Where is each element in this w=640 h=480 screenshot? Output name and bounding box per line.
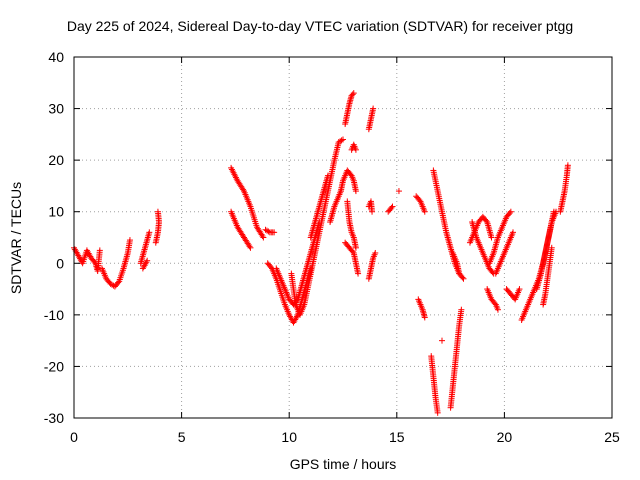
data-point <box>370 105 377 112</box>
plot-frame <box>73 56 613 419</box>
data-point <box>271 229 278 236</box>
x-tick-label: 15 <box>389 429 405 445</box>
data-marks <box>71 90 571 416</box>
data-point <box>438 337 445 344</box>
data-point <box>459 274 466 281</box>
y-tick-label: 10 <box>48 204 64 220</box>
data-point <box>352 188 359 195</box>
data-point <box>564 162 571 169</box>
data-point <box>516 286 523 293</box>
data-point <box>355 270 362 277</box>
data-point <box>350 90 357 97</box>
y-tick-label: 0 <box>56 255 64 271</box>
data-point <box>247 244 254 251</box>
y-tick-label: -30 <box>44 410 64 426</box>
x-tick-label: 10 <box>281 429 297 445</box>
data-point <box>491 300 498 307</box>
data-point <box>395 188 402 195</box>
data-point <box>146 229 153 236</box>
x-tick-label: 0 <box>70 429 78 445</box>
data-point <box>260 234 267 241</box>
y-tick-label: -20 <box>44 358 64 374</box>
data-point <box>460 275 467 282</box>
data-point <box>96 247 103 254</box>
data-point <box>494 306 501 313</box>
data-point <box>488 234 495 241</box>
data-point <box>421 208 428 215</box>
axis-ticks: 0 5 10 15 20 25 -30 -20 -10 0 10 20 30 40 <box>44 49 620 445</box>
data-point <box>115 279 122 286</box>
data-point <box>416 197 423 204</box>
data-point <box>388 204 395 211</box>
data-point <box>340 136 346 143</box>
data-point <box>506 210 513 217</box>
data-point <box>265 228 272 235</box>
data-point <box>349 248 356 255</box>
data-point <box>507 208 514 215</box>
data-point <box>389 203 396 210</box>
x-axis-label: GPS time / hours <box>289 456 397 472</box>
data-point <box>548 244 555 251</box>
data-point <box>352 244 359 251</box>
data-point <box>259 233 266 240</box>
data-point <box>421 314 428 321</box>
x-tick-label: 5 <box>178 429 186 445</box>
y-axis-label: SDTVAR / TECUs <box>8 181 24 295</box>
data-point <box>154 208 161 215</box>
data-point <box>458 306 465 313</box>
data-point <box>126 237 133 244</box>
data-point <box>347 171 354 178</box>
data-point <box>144 257 151 264</box>
y-tick-label: 30 <box>48 101 64 117</box>
data-point <box>338 137 345 144</box>
data-point <box>372 249 379 256</box>
data-point <box>352 146 359 153</box>
y-tick-label: -10 <box>44 307 64 323</box>
data-point <box>483 217 490 224</box>
data-point <box>267 264 274 271</box>
data-point <box>324 172 331 179</box>
chart-title: Day 225 of 2024, Sidereal Day-to-day VTE… <box>66 18 574 34</box>
grid-lines <box>74 57 612 418</box>
data-point <box>349 91 356 98</box>
data-point <box>246 243 253 250</box>
data-point <box>510 229 517 236</box>
x-tick-label: 20 <box>497 429 513 445</box>
data-point <box>369 208 376 215</box>
y-tick-label: 20 <box>48 152 64 168</box>
x-tick-label: 25 <box>604 429 620 445</box>
data-point <box>240 186 247 193</box>
y-tick-label: 40 <box>48 49 64 65</box>
data-point <box>434 409 441 416</box>
